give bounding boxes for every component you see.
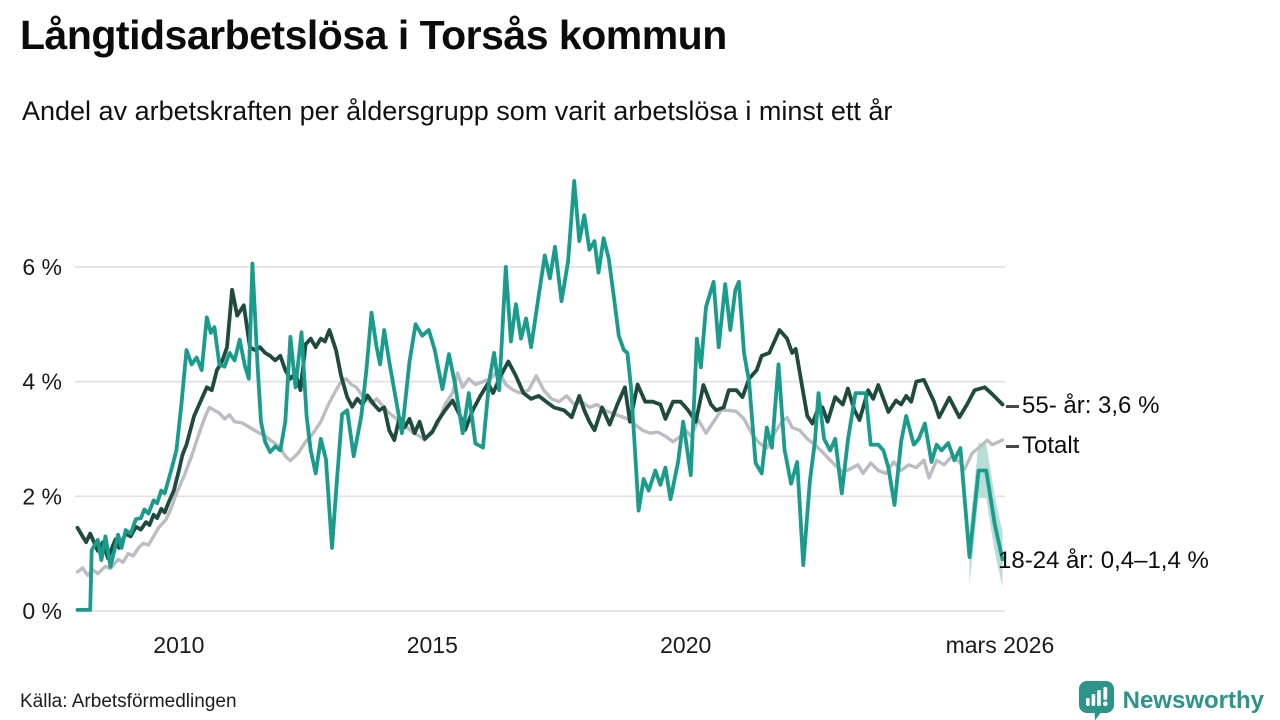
series-label-55-text: 55- år: 3,6 % bbox=[1022, 392, 1160, 419]
label-tick-dash bbox=[1006, 404, 1019, 408]
series-label-18-24-text: 18-24 år: 0,4–1,4 % bbox=[998, 547, 1209, 574]
chart-subtitle: Andel av arbetskraften per åldersgrupp s… bbox=[22, 96, 893, 126]
y-axis-tick: 2 % bbox=[22, 483, 62, 509]
brand-wordmark: Newsworthy bbox=[1122, 686, 1264, 714]
x-axis-tick: mars 2026 bbox=[946, 632, 1055, 658]
newsworthy-brand: Newsworthy bbox=[1078, 680, 1264, 720]
x-axis-tick: 2010 bbox=[153, 632, 204, 658]
y-axis-tick: 0 % bbox=[22, 598, 62, 624]
y-axis-tick: 6 % bbox=[22, 254, 62, 280]
x-axis-tick: 2015 bbox=[407, 632, 458, 658]
page-title: Långtidsarbetslösa i Torsås kommun bbox=[20, 12, 727, 58]
source-note: Källa: Arbetsförmedlingen bbox=[20, 691, 237, 712]
series-line-18-24-r bbox=[75, 179, 1005, 612]
series-label-18-24: 18-24 år: 0,4–1,4 % bbox=[998, 547, 1209, 575]
series-label-55: 55- år: 3,6 % bbox=[1006, 392, 1159, 420]
series-label-totalt-text: Totalt bbox=[1022, 432, 1080, 459]
newsworthy-logo-icon bbox=[1078, 681, 1114, 720]
series-label-totalt: Totalt bbox=[1006, 432, 1079, 460]
x-axis-tick: 2020 bbox=[660, 632, 711, 658]
label-tick-dash bbox=[1006, 444, 1019, 448]
y-axis-tick: 4 % bbox=[22, 369, 62, 395]
